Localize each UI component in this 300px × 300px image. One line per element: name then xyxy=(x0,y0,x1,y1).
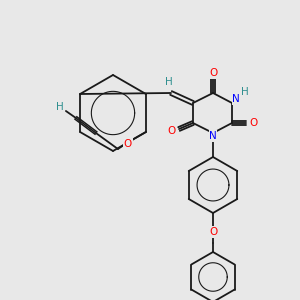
Text: H: H xyxy=(241,87,249,97)
Text: O: O xyxy=(124,139,132,149)
Text: N: N xyxy=(209,131,217,141)
Text: O: O xyxy=(209,227,217,237)
Text: O: O xyxy=(209,68,217,78)
Text: N: N xyxy=(232,94,240,104)
Text: H: H xyxy=(56,102,64,112)
Text: O: O xyxy=(249,118,257,128)
Text: H: H xyxy=(165,77,173,87)
Text: O: O xyxy=(168,126,176,136)
